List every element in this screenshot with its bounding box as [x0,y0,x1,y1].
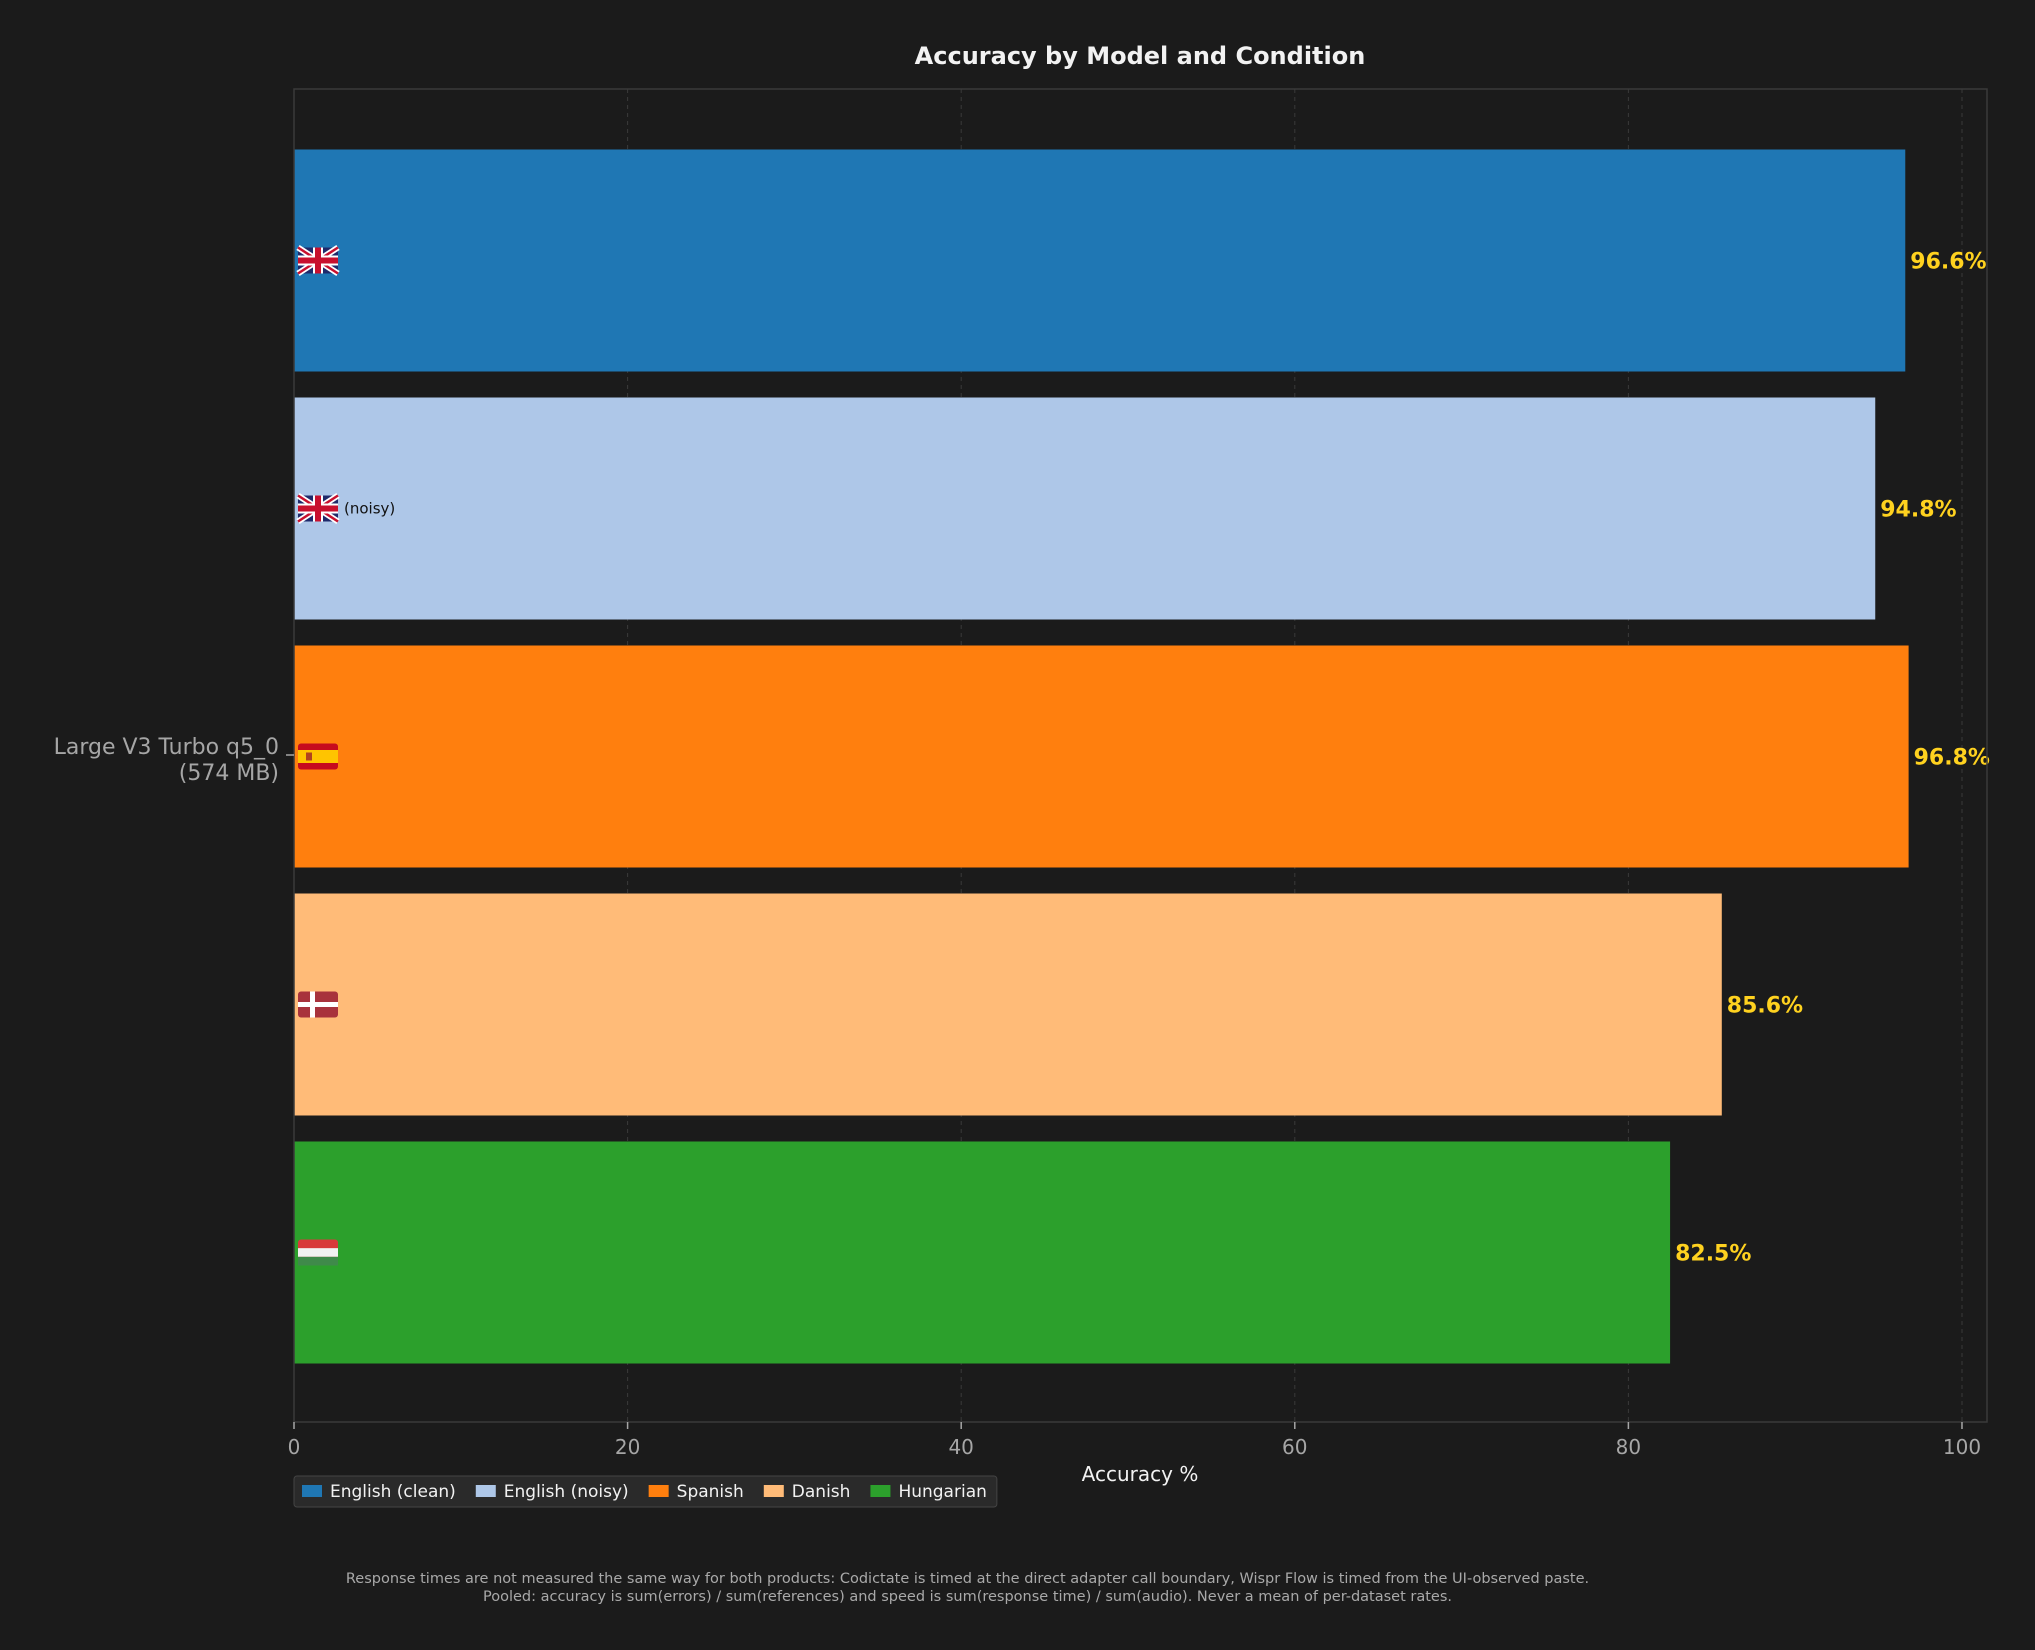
flag-dk-icon [298,991,338,1018]
chart-title: Accuracy by Model and Condition [915,42,1366,70]
value-label: 96.8% [1914,746,1990,771]
flag-gb-icon [296,492,340,525]
y-tick-label-line-1: Large V3 Turbo q5_0 [54,735,279,760]
flag-hu-icon [298,1239,338,1266]
x-axis-label: Accuracy % [1082,1462,1199,1486]
legend-item: Spanish [648,1482,744,1502]
legend-swatch [302,1485,322,1497]
x-tick-label: 0 [288,1435,301,1459]
legend-swatch [648,1485,669,1497]
legend-label: Danish [792,1482,851,1502]
value-label: 82.5% [1675,1242,1751,1267]
flag-gb-icon [296,244,340,277]
x-tick-label: 20 [615,1435,640,1459]
footnote-line-1: Response times are not measured the same… [345,1571,1590,1587]
bar [294,893,1722,1116]
bar [294,645,1909,868]
legend-item: English (noisy) [475,1482,629,1502]
bar [294,149,1906,372]
x-tick-label: 60 [1282,1435,1307,1459]
flag-es-icon [298,743,338,770]
bar [294,397,1876,620]
legend-swatch [763,1485,784,1497]
value-label: 94.8% [1880,498,1956,523]
bar [294,1141,1671,1364]
legend-swatch [475,1485,496,1497]
footnote-line-2: Pooled: accuracy is sum(errors) / sum(re… [482,1589,1453,1605]
bars: 96.6% (noisy) 94.8% 96.8% 85.6% 82.5% [294,149,1990,1364]
bar-note: (noisy) [344,500,395,518]
y-tick-label-line-2: (574 MB) [179,761,279,786]
value-label: 85.6% [1727,994,1803,1019]
y-tick-label: Large V3 Turbo q5_0 (574 MB) [54,735,294,786]
x-tick-label: 80 [1616,1435,1641,1459]
footnote: Response times are not measured the same… [0,1570,1935,1606]
legend-label: Spanish [677,1482,744,1502]
legend-label: English (clean) [330,1482,456,1502]
legend-item: Hungarian [870,1482,987,1502]
bar-group: 96.6% [294,149,1987,372]
x-tick-label: 100 [1943,1435,1981,1459]
bar-group: 85.6% [294,893,1803,1116]
legend-frame [293,1475,998,1508]
x-tick-label: 40 [948,1435,973,1459]
value-label: 96.6% [1910,250,1986,275]
legend-label: Hungarian [898,1482,986,1502]
bar-group: (noisy) 94.8% [294,397,1957,620]
legend-label: English (noisy) [504,1482,629,1502]
bar-group: 96.8% [294,645,1990,868]
bar-group: 82.5% [294,1141,1751,1364]
x-axis-ticks: 0 20 40 60 80 100 [288,1422,1981,1459]
legend-swatch [870,1485,891,1497]
legend-item: Danish [763,1482,851,1502]
legend: English (clean) English (noisy) Spanish Dan… [293,1475,998,1508]
legend-item: English (clean) [302,1482,456,1502]
